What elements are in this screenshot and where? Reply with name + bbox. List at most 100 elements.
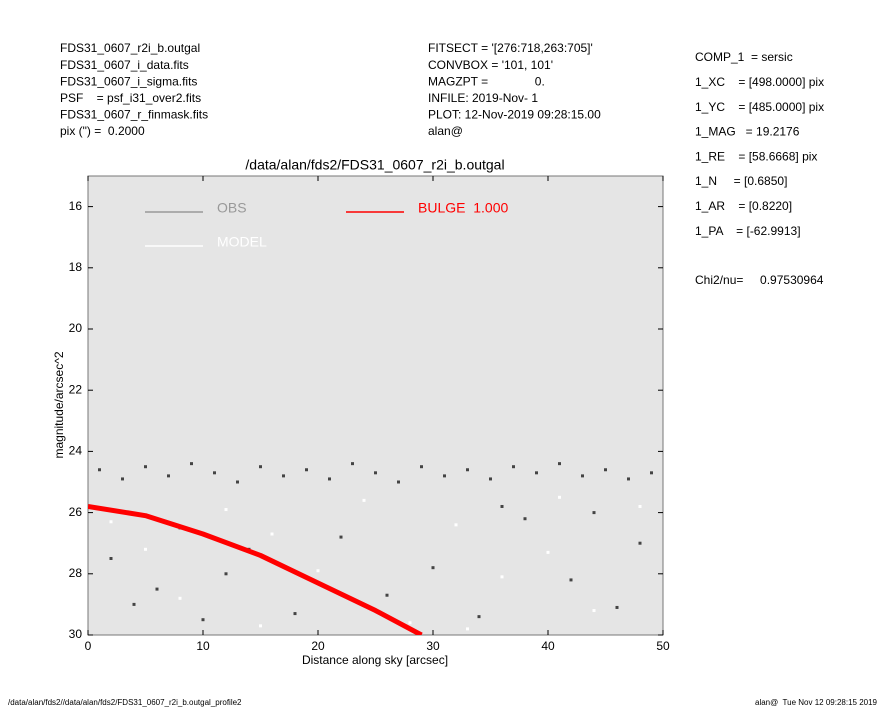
x-tick-label: 40	[541, 639, 555, 653]
y-axis-label: magnitude/arcsec^2	[52, 351, 66, 458]
info-line: alan@	[428, 124, 463, 138]
info-line: pix (") = 0.2000	[60, 124, 145, 138]
data-point	[477, 615, 481, 619]
data-point	[374, 471, 377, 475]
data-point	[546, 550, 550, 554]
y-tick-label: 20	[69, 321, 83, 335]
info-line: 1_MAG = 19.2176	[695, 125, 800, 139]
data-point	[569, 578, 573, 582]
plot-area	[87, 175, 664, 636]
y-tick-label: 18	[69, 260, 83, 274]
info-line: COMP_1 = sersic	[695, 50, 793, 64]
info-left: FDS31_0607_r2i_b.outgal FDS31_0607_i_data…	[60, 41, 208, 138]
info-line: FDS31_0607_i_data.fits	[60, 58, 189, 72]
data-point	[293, 612, 297, 616]
info-line: CONVBOX = '101, 101'	[428, 58, 553, 72]
legend-label: BULGE 1.000	[418, 200, 508, 216]
data-point	[316, 569, 320, 573]
data-point	[558, 462, 561, 466]
data-point	[305, 468, 308, 472]
y-tick-label: 28	[69, 566, 83, 580]
data-point	[638, 541, 642, 545]
info-right: COMP_1 = sersic 1_XC = [498.0000] pix 1_YC…	[695, 50, 824, 238]
data-point	[500, 575, 504, 579]
data-point	[420, 465, 423, 469]
data-point	[109, 520, 113, 524]
data-point	[512, 465, 515, 469]
info-line: 1_RE = [58.6668] pix	[695, 149, 817, 163]
x-tick-label: 0	[85, 639, 92, 653]
footer-left: /data/alan/fds2//data/alan/fds2/FDS31_06…	[8, 698, 242, 707]
data-point	[604, 468, 607, 472]
info-line: MAGZPT = 0.	[428, 74, 545, 88]
data-point	[328, 477, 331, 481]
data-point	[351, 462, 354, 466]
data-point	[385, 593, 389, 597]
data-point	[167, 474, 170, 478]
data-point	[190, 462, 193, 466]
data-point	[144, 547, 147, 551]
data-point	[362, 498, 366, 502]
info-line: 1_AR = [0.8220]	[695, 199, 792, 213]
data-point	[109, 557, 113, 560]
data-point	[581, 474, 584, 478]
data-point	[270, 532, 274, 536]
model-band	[88, 504, 423, 635]
data-point	[466, 468, 469, 472]
data-point	[500, 504, 504, 508]
info-line: FDS31_0607_i_sigma.fits	[60, 74, 197, 88]
y-tick-label: 22	[69, 382, 83, 396]
data-point	[466, 627, 469, 631]
data-point	[339, 535, 343, 539]
data-point	[259, 465, 262, 469]
x-tick-label: 10	[196, 639, 210, 653]
info-line: FDS31_0607_r2i_b.outgal	[60, 41, 200, 55]
x-tick-label: 30	[426, 639, 440, 653]
legend-label: OBS	[217, 200, 247, 216]
data-point	[201, 618, 205, 622]
data-point	[523, 517, 527, 521]
info-line: FDS31_0607_r_finmask.fits	[60, 108, 208, 122]
info-line: PLOT: 12-Nov-2019 09:28:15.00	[428, 108, 601, 122]
y-tick-label: 16	[69, 199, 83, 213]
chart-title: /data/alan/fds2/FDS31_0607_r2i_b.outgal	[245, 157, 504, 173]
data-point	[155, 587, 159, 591]
data-point	[397, 480, 400, 484]
data-point	[282, 474, 285, 478]
info-line: INFILE: 2019-Nov- 1	[428, 91, 538, 105]
info-line: 1_XC = [498.0000] pix	[695, 75, 824, 89]
legend-label: MODEL	[217, 234, 267, 250]
y-tick-label: 26	[69, 505, 83, 519]
data-point	[178, 596, 182, 600]
chi2: Chi2/nu= 0.97530964	[695, 273, 824, 287]
data-point	[592, 511, 596, 515]
info-line: FITSECT = '[276:718,263:705]'	[428, 41, 593, 55]
data-point	[615, 605, 619, 609]
data-point	[224, 508, 228, 512]
data-point	[627, 477, 630, 481]
marks	[88, 462, 653, 635]
data-point	[535, 471, 538, 475]
x-tick-label: 50	[656, 639, 670, 653]
info-line: 1_PA = [-62.9913]	[695, 224, 801, 238]
y-tick-label: 24	[69, 444, 83, 458]
data-point	[431, 566, 435, 570]
data-point	[132, 602, 136, 606]
data-point	[443, 474, 446, 478]
data-point	[259, 624, 262, 628]
info-middle: FITSECT = '[276:718,263:705]' CONVBOX = '…	[428, 41, 601, 138]
footer-right: alan@ Tue Nov 12 09:28:15 2019	[755, 698, 878, 707]
data-point	[489, 477, 492, 481]
data-point	[638, 504, 642, 508]
data-point	[213, 471, 216, 475]
x-tick-label: 20	[311, 639, 325, 653]
data-point	[650, 471, 653, 475]
data-point	[592, 609, 596, 613]
info-line: 1_N = [0.6850]	[695, 174, 787, 188]
data-point	[121, 477, 124, 481]
data-point	[408, 621, 412, 625]
data-point	[558, 495, 561, 499]
data-point	[98, 468, 101, 472]
x-axis-label: Distance along sky [arcsec]	[302, 653, 448, 667]
